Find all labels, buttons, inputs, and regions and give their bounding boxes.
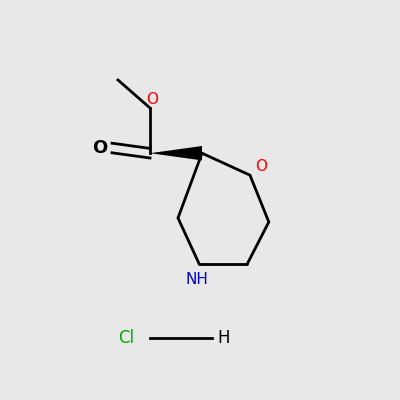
Text: O: O bbox=[255, 159, 267, 174]
Text: H: H bbox=[218, 329, 230, 347]
Text: O: O bbox=[92, 139, 108, 157]
Text: O: O bbox=[146, 92, 158, 107]
Text: Cl: Cl bbox=[118, 329, 134, 347]
Polygon shape bbox=[150, 146, 202, 160]
Text: NH: NH bbox=[186, 272, 209, 287]
